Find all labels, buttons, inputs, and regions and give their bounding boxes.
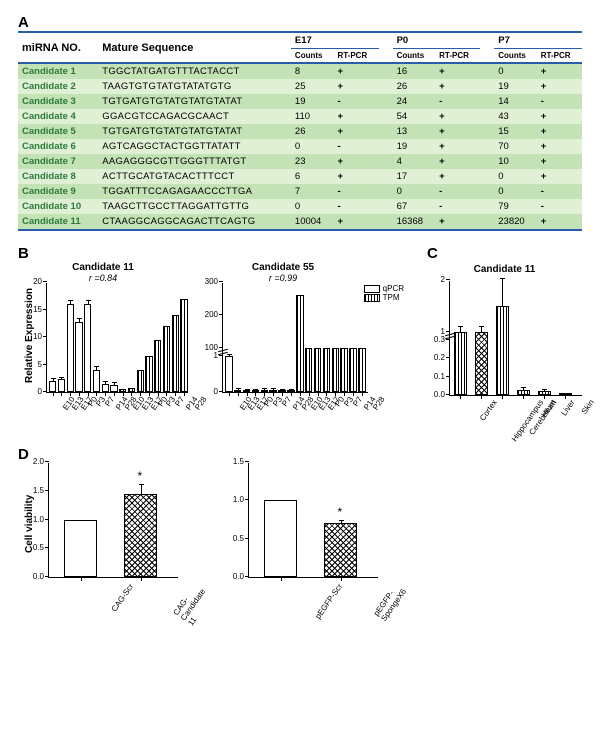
bar [358, 348, 366, 392]
panel-label-C: C [427, 245, 582, 262]
chart55-subtitle: r =0.99 [198, 273, 368, 283]
panel-label-A: A [18, 14, 582, 31]
chartB-legend: qPCR TPM [364, 284, 404, 302]
th-sub: Counts [291, 49, 334, 64]
table-row: Candidate 5TGTGATGTGTATGTATGTATAT26+13+1… [18, 124, 582, 139]
th-group-P7: P7 [494, 32, 582, 49]
table-row: Candidate 1TGGCTATGATGTTTACTACCT8+16+0+ [18, 63, 582, 79]
bar [496, 306, 509, 395]
th-sub: Counts [393, 49, 436, 64]
bar [454, 332, 467, 395]
bar [305, 348, 313, 392]
bar [163, 326, 170, 392]
bar [323, 348, 331, 392]
bar [102, 384, 109, 392]
bar [264, 500, 297, 577]
table-row: Candidate 11CTAAGGCAGGCAGACTTCAGTG10004+… [18, 214, 582, 230]
table-row: Candidate 2TAAGTGTGTATGTATATGTG25+26+19+ [18, 79, 582, 94]
th-mirna: miRNA NO. [18, 32, 98, 63]
bar [475, 332, 488, 395]
bar [340, 348, 348, 392]
th-seq: Mature Sequence [98, 32, 291, 63]
bar [64, 520, 97, 578]
table-row: Candidate 4GGACGTCCAGACGCAACT110+54+43+ [18, 109, 582, 124]
th-sub: Counts [494, 49, 537, 64]
bar [84, 304, 91, 392]
panel-label-D: D [18, 446, 582, 463]
bar [137, 370, 144, 392]
bar [225, 356, 233, 392]
bar [75, 322, 82, 392]
legend-tpm: TPM [383, 293, 400, 302]
panels-B-C-row: B Candidate 11 r =0.84 Relative Expressi… [18, 245, 582, 440]
panel-D: D Cell viability 0.00.51.01.52.0* CAG-Sc… [18, 446, 582, 630]
bar [296, 295, 304, 392]
chart-D-right: 0.00.51.01.5* pEGFP-ScrpEGFP-SpongeX6 [218, 463, 378, 630]
chart11-title: Candidate 11 [18, 262, 188, 273]
sequence-table: miRNA NO. Mature Sequence E17 P0 P7 Coun… [18, 31, 582, 231]
bar [180, 299, 187, 393]
bar [324, 523, 357, 577]
chart55-title: Candidate 55 [198, 262, 368, 273]
th-sub: RT-PCR [435, 49, 480, 64]
panel-B: B Candidate 11 r =0.84 Relative Expressi… [18, 245, 419, 419]
panel-label-B: B [18, 245, 419, 262]
panel-A: A miRNA NO. Mature Sequence E17 P0 P7 Co… [18, 14, 582, 231]
legend-qpcr: qPCR [383, 284, 404, 293]
bar [110, 385, 117, 392]
bar [314, 348, 322, 392]
bar [349, 348, 357, 392]
bar [124, 494, 157, 577]
table-row: Candidate 9TGGATTTCCAGAGAACCCTTGA7-0-0- [18, 184, 582, 199]
th-sub: RT-PCR [333, 49, 378, 64]
bar [67, 304, 74, 392]
bar [93, 370, 100, 392]
table-row: Candidate 8ACTTGCATGTACACTTTCCT6+17+0+ [18, 169, 582, 184]
chart-candidate-11: Candidate 11 r =0.84 Relative Expression… [18, 262, 188, 419]
bar [154, 340, 161, 392]
chart-candidate-55: Candidate 55 r =0.99 01100200300 E10E13E… [198, 262, 368, 419]
chartC-title: Candidate 11 [427, 264, 582, 275]
bar [172, 315, 179, 392]
bar [332, 348, 340, 392]
table-row: Candidate 3TGTGATGTGTATGTATGTATAT19-24-1… [18, 94, 582, 109]
table-row: Candidate 7AAGAGGGCGTTGGGTTTATGT23+4+10+ [18, 154, 582, 169]
th-sub: RT-PCR [537, 49, 582, 64]
table-row: Candidate 6AGTCAGGCTACTGGTTATATT0-19+70+ [18, 139, 582, 154]
bar [145, 356, 152, 392]
bar [58, 379, 65, 392]
panel-C: C Candidate 11 0.00.10.20.312 CortexHipp… [427, 245, 582, 440]
table-row: Candidate 10TAAGCTTGCCTTAGGATTGTTG0-67-7… [18, 199, 582, 214]
chart-D-left: Cell viability 0.00.51.01.52.0* CAG-ScrC… [18, 463, 178, 630]
bar [49, 381, 56, 392]
th-group-P0: P0 [393, 32, 481, 49]
th-group-E17: E17 [291, 32, 379, 49]
